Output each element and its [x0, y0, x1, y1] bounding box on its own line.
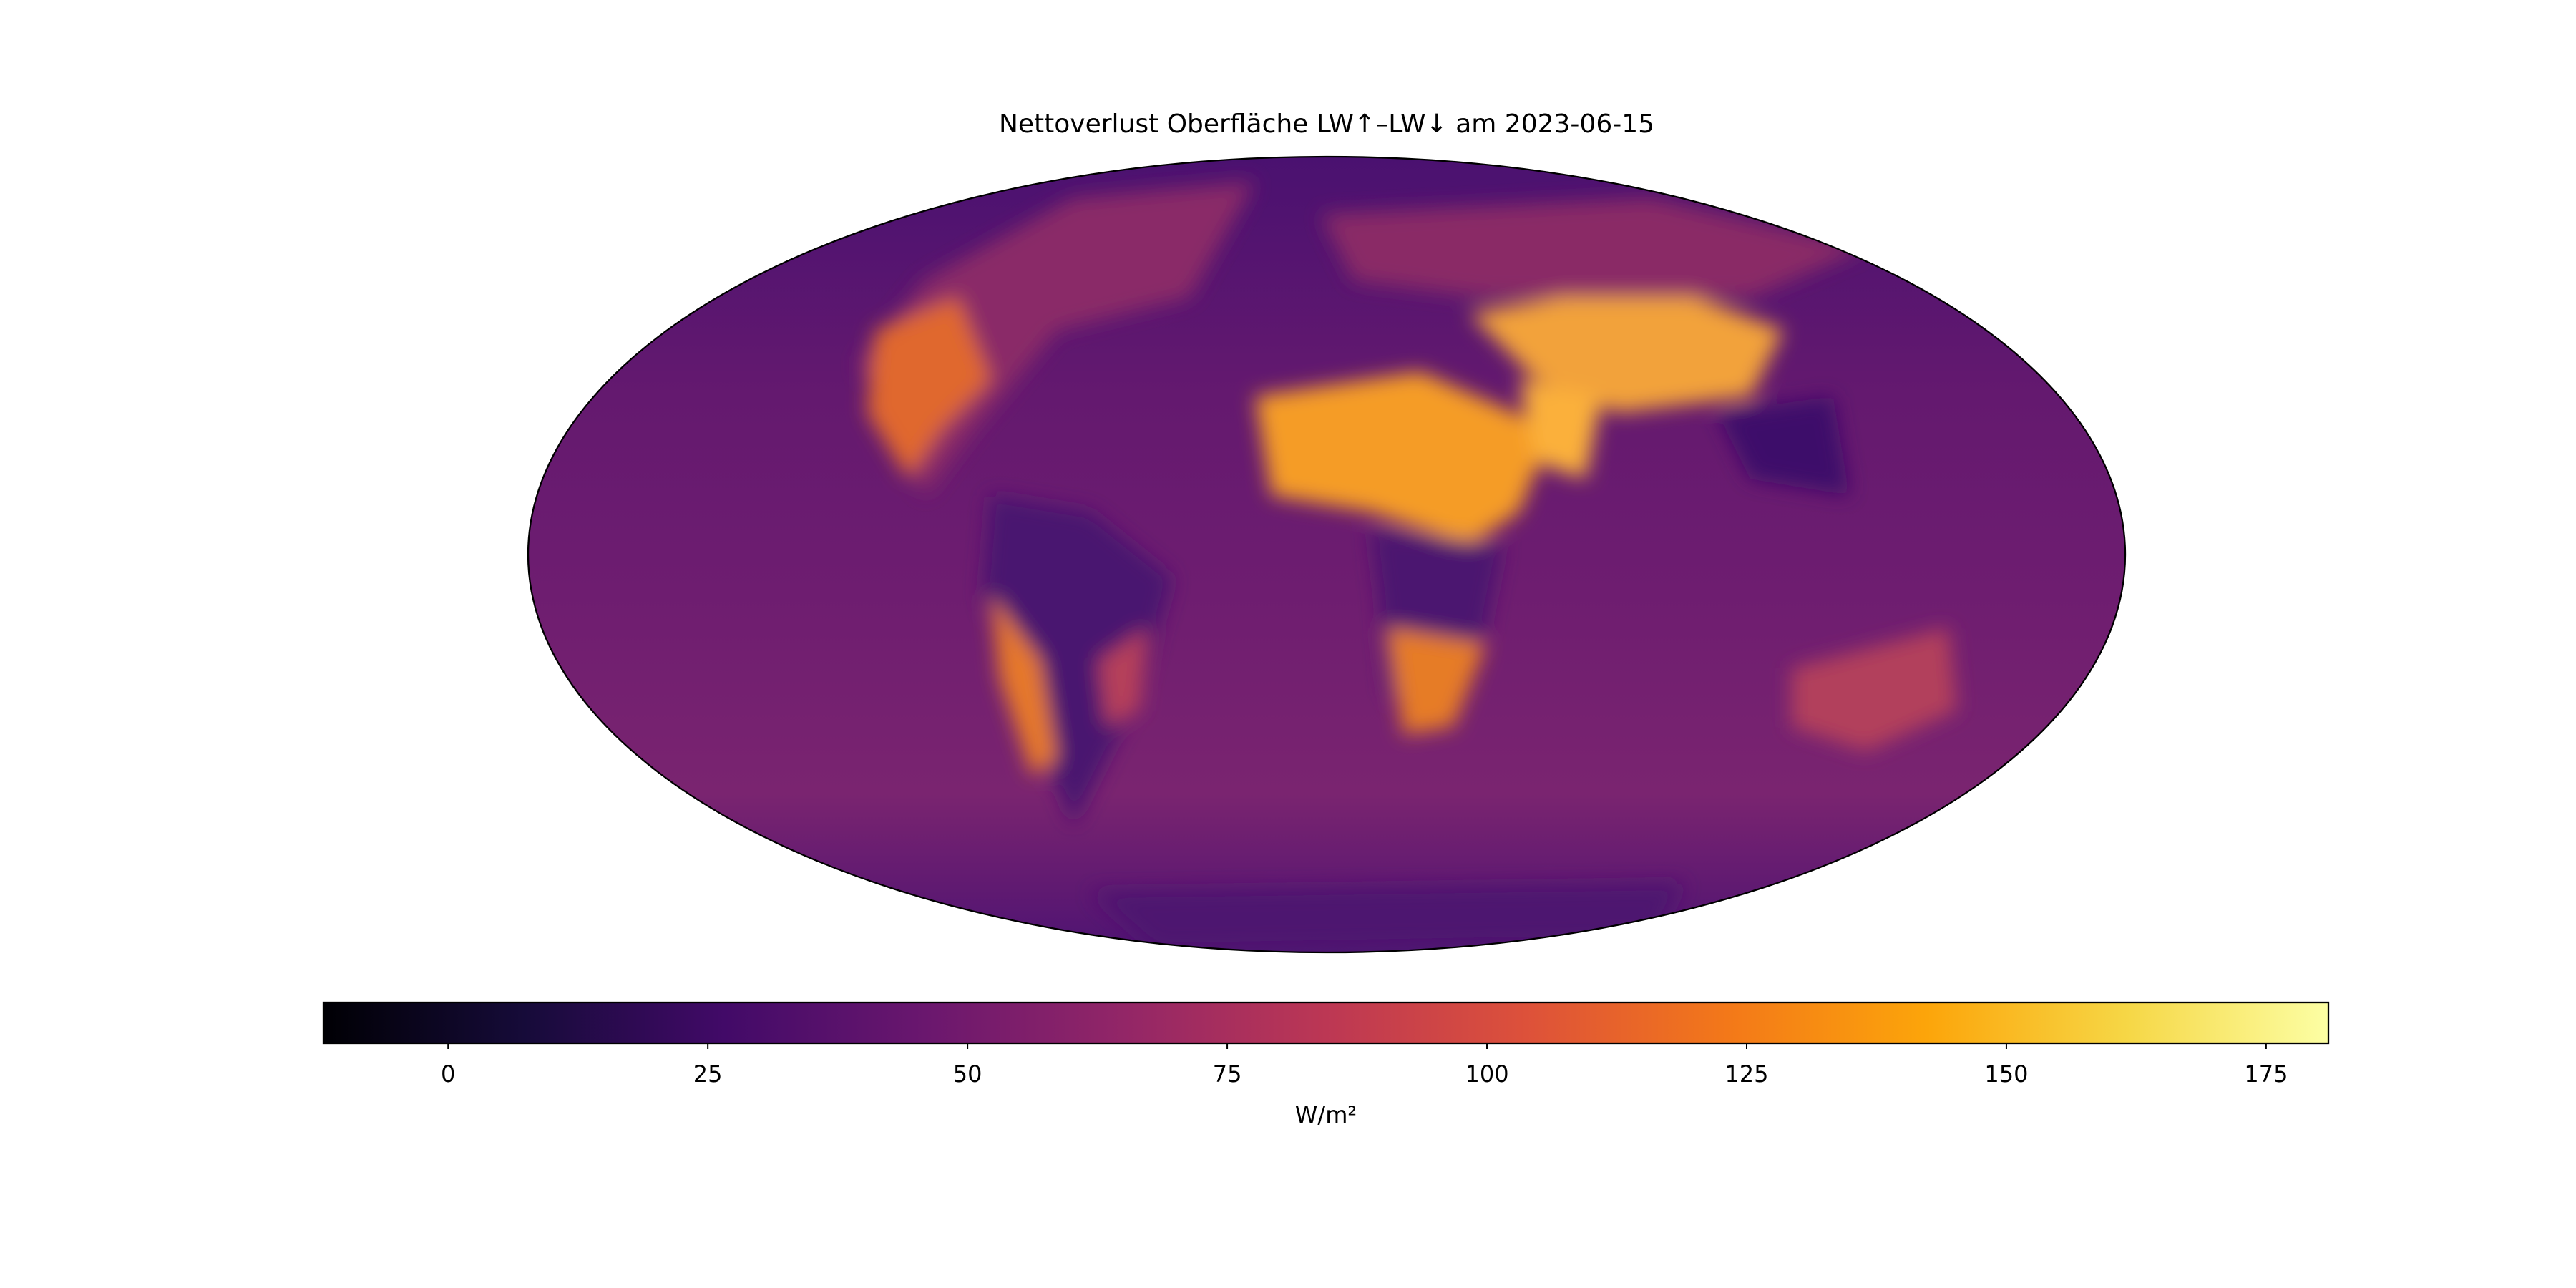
colorbar-tick-label: 75: [1213, 1060, 1242, 1088]
colorbar-tick-label: 25: [693, 1060, 723, 1088]
colorbar-tick-label: 175: [2244, 1060, 2288, 1088]
map-field: [528, 157, 2125, 952]
map-title: Nettoverlust Oberfläche LW↑–LW↓ am 2023-…: [999, 109, 1654, 139]
map-outline: [527, 155, 2127, 954]
colorbar-gradient: [322, 1001, 2330, 1045]
colorbar-label: W/m²: [1295, 1101, 1357, 1128]
colorbar-tick-label: 125: [1724, 1060, 1768, 1088]
colorbar-tick-label: 50: [953, 1060, 982, 1088]
colorbar-tick-label: 150: [1984, 1060, 2028, 1088]
colorbar-tick-label: 100: [1465, 1060, 1508, 1088]
colorbar: 0 25 50 75 100 125 150 175 W/m²: [322, 1001, 2330, 1128]
colorbar-tick-label: 0: [441, 1060, 455, 1088]
